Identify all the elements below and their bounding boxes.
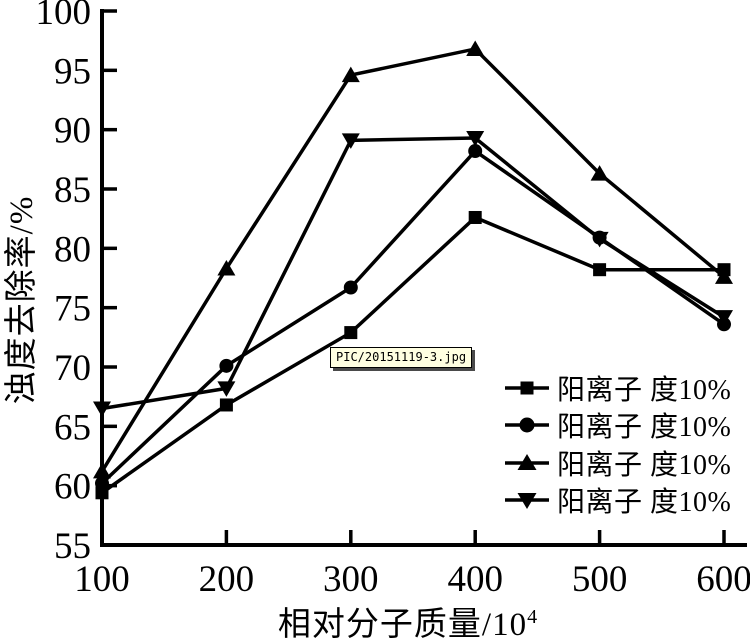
data-point-square (468, 210, 482, 224)
legend-marker-square-icon (505, 381, 549, 395)
series-line-triangle-up (100, 47, 726, 473)
x-tick-label: 500 (572, 559, 628, 600)
y-tick-label: 55 (54, 526, 91, 567)
data-point-triangle-up (217, 260, 236, 276)
legend-marker-triangle-up-icon (505, 453, 549, 470)
y-tick-label: 80 (54, 229, 91, 270)
data-point-square (95, 486, 109, 500)
series-line-square (100, 215, 724, 495)
data-point-triangle-down (341, 133, 360, 149)
legend-marker-circle-icon (505, 417, 549, 433)
y-tick-label: 90 (54, 111, 91, 152)
data-point-triangle-down (715, 310, 733, 326)
y-axis-title-text: 浊度去除率/% (4, 195, 40, 405)
image-path-tooltip: PIC/20151119-3.jpg (330, 347, 473, 368)
data-point-triangle-down (217, 381, 236, 397)
x-tick-label: 600 (696, 559, 750, 600)
data-point-triangle-down (466, 130, 485, 147)
data-point-triangle-down (93, 401, 111, 418)
y-tick-label: 95 (54, 51, 91, 92)
data-point-triangle-down (590, 231, 609, 248)
x-tick-label: 200 (199, 559, 255, 600)
data-point-square (219, 398, 233, 412)
x-tick-label: 300 (323, 559, 379, 600)
legend: 阳离子 度10% 阳离子 度10% 阳离子 度10% 阳离子 度10% (504, 369, 731, 519)
data-point-triangle-up (93, 462, 111, 479)
data-point-triangle-up (590, 165, 609, 181)
legend-item: 阳离子 度10% (504, 482, 731, 520)
data-point-triangle-up (466, 40, 485, 56)
y-tick-label: 60 (54, 467, 91, 508)
x-axis-title-superscript: 4 (527, 606, 539, 628)
legend-item-label: 阳离子 度10% (557, 412, 732, 444)
data-point-circle (95, 476, 109, 491)
legend-item: 阳离子 度10% (504, 407, 731, 445)
x-axis-title: 相对分子质量/104 (278, 597, 538, 643)
legend-item-label: 阳离子 度10% (557, 449, 732, 481)
legend-marker-triangle-down-icon (505, 493, 549, 510)
y-tick-label: 85 (54, 170, 91, 211)
legend-item-label: 阳离子 度10% (557, 487, 732, 519)
data-point-square (344, 326, 358, 340)
data-point-triangle-up (341, 66, 360, 83)
data-point-circle (343, 280, 358, 295)
y-tick-label: 65 (54, 407, 91, 448)
x-axis-title-text: 相对分子质量/10 (277, 607, 528, 643)
legend-item-label: 阳离子 度10% (557, 374, 732, 406)
data-point-triangle-up (715, 268, 733, 284)
legend-item: 阳离子 度10% (504, 444, 731, 482)
data-point-circle (468, 144, 483, 159)
series-line-triangle-down (101, 136, 725, 411)
y-axis-title: 浊度去除率/% (0, 196, 42, 405)
y-tick-label: 75 (54, 289, 91, 330)
data-point-circle (219, 358, 234, 373)
x-tick-label: 400 (447, 559, 503, 600)
y-tick-label: 70 (54, 348, 91, 389)
legend-item: 阳离子 度10% (504, 369, 731, 407)
y-tick-label: 100 (36, 0, 92, 33)
x-tick-label: 100 (74, 559, 130, 600)
data-point-square (593, 263, 607, 277)
